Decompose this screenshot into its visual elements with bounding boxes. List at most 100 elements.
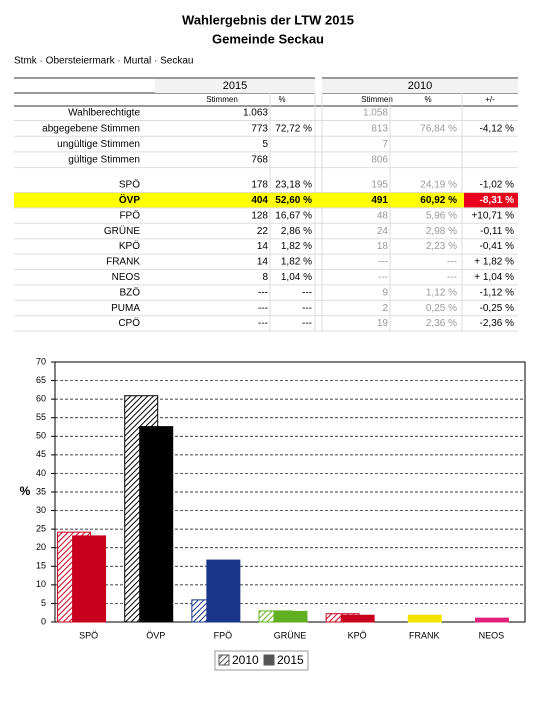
row-label: abgegebene Stimmen bbox=[42, 123, 140, 134]
cell: 22 bbox=[257, 226, 269, 237]
row-label: ungültige Stimmen bbox=[57, 139, 140, 150]
y-tick-label: 20 bbox=[36, 542, 46, 552]
cell: -0,11 % bbox=[480, 226, 514, 237]
cell: -0,25 % bbox=[480, 303, 515, 314]
bar bbox=[407, 614, 442, 623]
cell: -2,36 % bbox=[480, 318, 515, 329]
x-tick-label: KPÖ bbox=[348, 630, 367, 640]
cell: + 1,82 % bbox=[474, 257, 514, 268]
bar bbox=[72, 535, 107, 623]
cell: 773 bbox=[251, 123, 268, 134]
cell: 2,98 % bbox=[426, 226, 457, 237]
y-tick-label: 5 bbox=[41, 598, 46, 608]
legend-label: 2010 bbox=[232, 653, 259, 667]
cell: 52,60 % bbox=[275, 195, 312, 206]
y-tick-label: 50 bbox=[36, 431, 46, 441]
row-label: KPÖ bbox=[119, 240, 140, 252]
cell: 813 bbox=[371, 123, 388, 134]
row-label: GRÜNE bbox=[104, 225, 140, 237]
diff-highlight bbox=[464, 192, 518, 208]
cell: --- bbox=[302, 303, 312, 314]
y-tick-label: 30 bbox=[36, 505, 46, 515]
cell: 404 bbox=[251, 195, 268, 206]
cell: 2,36 % bbox=[426, 318, 457, 329]
title: Wahlergebnis der LTW 2015 bbox=[182, 12, 354, 27]
y-tick-label: 60 bbox=[36, 394, 46, 404]
cell: 491 bbox=[371, 195, 388, 206]
cell: --- bbox=[302, 318, 312, 329]
x-tick-label: FPÖ bbox=[214, 630, 233, 640]
cell: 18 bbox=[377, 241, 389, 252]
cell: --- bbox=[378, 272, 388, 283]
cell: 1.058 bbox=[363, 108, 388, 119]
legend-box bbox=[214, 650, 309, 671]
chart: 0 5 10 15 20 25 30 35 40 45 50 55 60 65 70 SPÖ ÖVP FPÖ GRÜ… bbox=[36, 356, 525, 640]
row-label: FRANK bbox=[106, 257, 140, 268]
x-tick-label: SPÖ bbox=[79, 630, 98, 640]
cell: 128 bbox=[251, 210, 268, 221]
cell: --- bbox=[258, 287, 268, 298]
cell: -1,12 % bbox=[480, 287, 515, 298]
cell: 14 bbox=[257, 241, 269, 252]
col-header: Stimmen bbox=[361, 95, 393, 104]
y-tick-label: 65 bbox=[36, 375, 46, 385]
legend: 2010 2015 bbox=[218, 653, 304, 667]
cell: 24 bbox=[377, 226, 389, 237]
cell: --- bbox=[258, 303, 268, 314]
x-tick-label: NEOS bbox=[479, 630, 505, 640]
year-box bbox=[322, 79, 518, 93]
cell: 19 bbox=[377, 318, 389, 329]
y-tick-label: 45 bbox=[36, 449, 46, 459]
cell: 2,86 % bbox=[281, 226, 312, 237]
cell: 72,72 % bbox=[275, 123, 312, 134]
y-tick-label: 55 bbox=[36, 412, 46, 422]
y-tick-label: 10 bbox=[36, 579, 46, 589]
y-tick-label: 25 bbox=[36, 524, 46, 534]
cell: 24,19 % bbox=[420, 180, 457, 191]
cell: 1,82 % bbox=[281, 257, 312, 268]
legend-swatch bbox=[218, 654, 230, 666]
col-header: % bbox=[278, 95, 285, 104]
bar bbox=[206, 559, 241, 623]
cell: +10,71 % bbox=[471, 210, 514, 221]
row-label: PUMA bbox=[111, 303, 140, 314]
y-axis-label: % bbox=[20, 484, 31, 498]
year-header: 2010 bbox=[408, 80, 432, 92]
row-label: CPÖ bbox=[118, 317, 140, 329]
y-tick-label: 35 bbox=[36, 486, 46, 496]
cell: 1.063 bbox=[243, 108, 268, 119]
cell: --- bbox=[302, 287, 312, 298]
cell: -0,41 % bbox=[480, 241, 515, 252]
row-label: gültige Stimmen bbox=[68, 155, 140, 166]
bar bbox=[340, 614, 375, 623]
cell: 48 bbox=[377, 210, 389, 221]
col-header: Stimmen bbox=[206, 95, 238, 104]
cell: 5,96 % bbox=[426, 210, 457, 221]
bar bbox=[474, 617, 509, 623]
cell: 0,25 % bbox=[426, 303, 457, 314]
cell: --- bbox=[447, 272, 457, 283]
cell: -4,12 % bbox=[480, 123, 515, 134]
cell: --- bbox=[258, 318, 268, 329]
cell: 9 bbox=[382, 287, 388, 298]
row-label: Wahlberechtigte bbox=[68, 108, 140, 119]
col-header: % bbox=[424, 95, 431, 104]
cell: 5 bbox=[262, 139, 268, 150]
cell: 2,23 % bbox=[426, 241, 457, 252]
cell: + 1,04 % bbox=[474, 272, 514, 283]
cell: 7 bbox=[382, 139, 388, 150]
row-label: BZÖ bbox=[119, 286, 140, 298]
cell: 23,18 % bbox=[275, 180, 312, 191]
row-label: ÖVP bbox=[119, 193, 140, 206]
cell: 806 bbox=[371, 155, 388, 166]
breadcrumb: Stmk · Obersteiermark · Murtal · Seckau bbox=[14, 56, 193, 67]
subtitle: Gemeinde Seckau bbox=[212, 31, 324, 46]
cell: 195 bbox=[371, 180, 388, 191]
cell: 1,04 % bbox=[281, 272, 312, 283]
col-header: +/- bbox=[485, 95, 495, 104]
row-label: FPÖ bbox=[119, 209, 140, 221]
year-box bbox=[155, 79, 315, 93]
cell: 178 bbox=[251, 180, 268, 191]
bar bbox=[273, 610, 308, 623]
